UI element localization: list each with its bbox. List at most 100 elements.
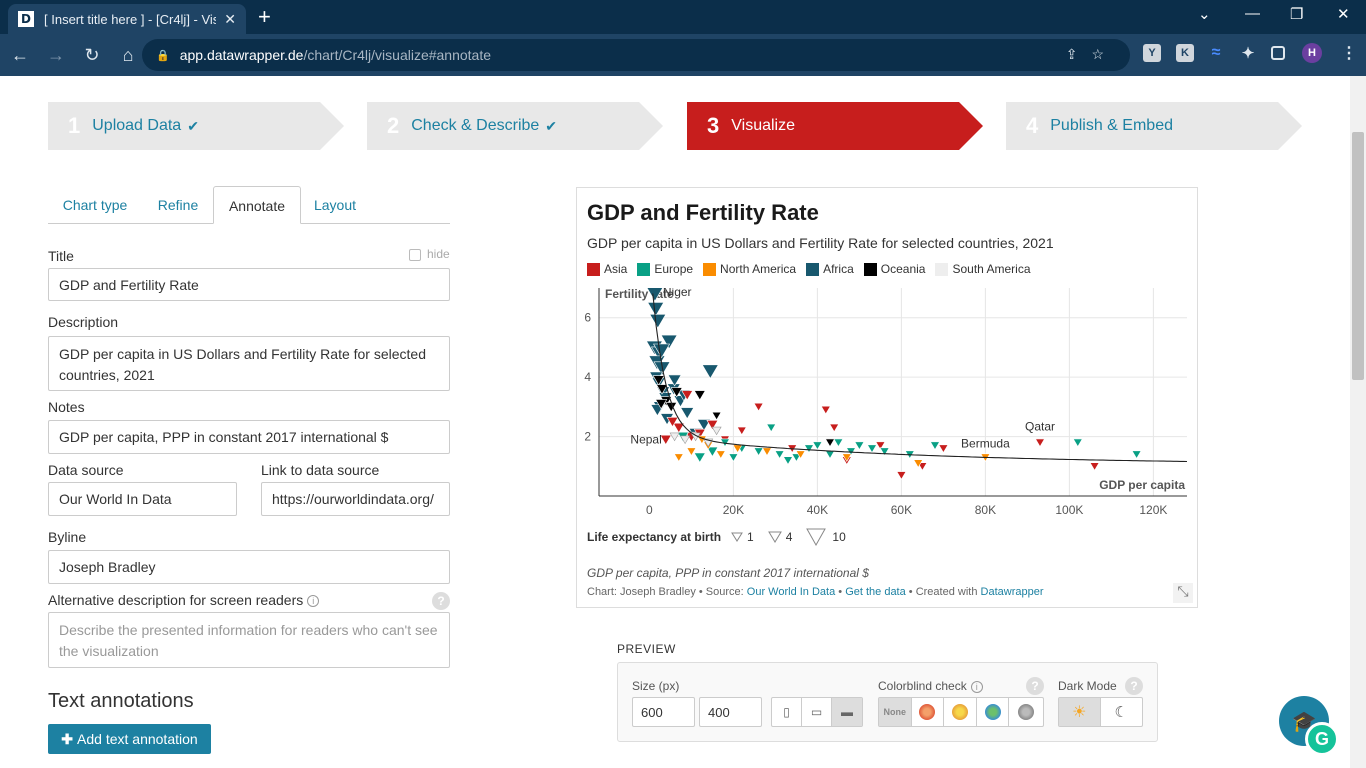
data-point xyxy=(896,471,907,480)
data-point xyxy=(938,444,949,454)
colorblind-none-button[interactable]: None xyxy=(879,698,912,726)
back-icon[interactable]: ← xyxy=(11,44,29,65)
vertical-scrollbar[interactable] xyxy=(1350,76,1366,768)
step-publish-embed[interactable]: 4 Publish & Embed xyxy=(1006,102,1302,150)
tab-layout[interactable]: Layout xyxy=(313,197,357,213)
info-icon[interactable]: i xyxy=(970,680,983,693)
close-tab-icon[interactable]: ✕ xyxy=(224,10,236,27)
tablet-icon[interactable]: ▭ xyxy=(802,698,832,726)
help-icon[interactable]: ? xyxy=(1026,677,1044,695)
profile-avatar[interactable]: H xyxy=(1302,43,1322,63)
extension-y-icon[interactable]: Y xyxy=(1143,44,1161,62)
title-input[interactable]: GDP and Fertility Rate xyxy=(48,268,450,301)
data-point xyxy=(913,459,924,468)
hide-label: hide xyxy=(427,247,450,261)
data-point xyxy=(728,453,739,463)
tab-search-icon[interactable]: ⌄ xyxy=(1198,6,1211,23)
scrollbar-thumb[interactable] xyxy=(1352,132,1364,380)
data-point xyxy=(766,423,777,433)
data-point xyxy=(652,375,665,386)
forward-icon[interactable]: → xyxy=(47,44,65,65)
home-icon[interactable]: ⌂ xyxy=(122,44,134,65)
data-point xyxy=(686,447,697,457)
step-upload-data[interactable]: 1 Upload Data ✔ xyxy=(48,102,344,150)
data-source-input[interactable]: Our World In Data xyxy=(48,482,237,516)
browser-tab[interactable]: D [ Insert title here ] - [Cr4lj] - Visu… xyxy=(8,4,246,34)
legend-item: Europe xyxy=(637,262,693,276)
step-number: 2 xyxy=(387,113,400,138)
height-input[interactable]: 400 xyxy=(699,697,762,727)
footer-prefix: Chart: Joseph Bradley • Source: xyxy=(587,586,747,598)
mobile-icon[interactable]: ▯ xyxy=(772,698,802,726)
menu-icon[interactable]: ⋮ xyxy=(1341,45,1357,62)
colorblind-grayscale-button[interactable] xyxy=(1009,698,1043,726)
desktop-icon[interactable]: ▬ xyxy=(832,698,862,726)
lock-icon: 🔒 xyxy=(156,49,170,62)
step-check-describe[interactable]: 2 Check & Describe ✔ xyxy=(367,102,663,150)
data-point xyxy=(649,313,667,329)
info-icon[interactable]: i xyxy=(307,595,320,608)
description-textarea[interactable]: GDP per capita in US Dollars and Fertili… xyxy=(48,336,450,391)
colorblind-tritanopia-button[interactable] xyxy=(977,698,1010,726)
new-tab-icon[interactable]: + xyxy=(258,4,271,29)
hide-title-checkbox[interactable] xyxy=(409,249,421,261)
extension-k-icon[interactable]: K xyxy=(1176,44,1194,62)
url-host: app.datawrapper.de xyxy=(179,47,304,63)
notes-input[interactable]: GDP per capita, PPP in constant 2017 int… xyxy=(48,420,450,454)
data-point xyxy=(673,453,684,463)
data-point xyxy=(669,432,680,442)
extensions-puzzle-icon[interactable]: ✦ xyxy=(1241,45,1255,62)
x-tick-label: 20K xyxy=(723,503,744,517)
source-link[interactable]: Our World In Data xyxy=(746,586,836,598)
tab-annotate[interactable]: Annotate xyxy=(213,186,301,224)
byline-input[interactable]: Joseph Bradley xyxy=(48,550,450,584)
colorblind-toggle: None xyxy=(878,697,1044,727)
trend-line xyxy=(652,293,1188,463)
step-visualize[interactable]: 3 Visualize xyxy=(687,102,983,150)
window-close-icon[interactable]: ✕ xyxy=(1337,6,1350,23)
data-point xyxy=(929,441,941,451)
width-input[interactable]: 600 xyxy=(632,697,695,727)
legend-label: Oceania xyxy=(880,262,926,276)
sidebar-tabs: Chart type Refine Annotate Layout xyxy=(48,186,450,224)
moon-icon[interactable]: ☾ xyxy=(1114,704,1128,721)
data-point xyxy=(706,419,719,431)
help-icon[interactable]: ? xyxy=(432,592,450,610)
data-point xyxy=(1131,450,1142,460)
extension-wave-icon[interactable]: ≈ xyxy=(1211,44,1221,61)
legend-swatch xyxy=(587,262,600,276)
legend-item: Oceania xyxy=(863,262,926,276)
colorblind-protanopia-button[interactable] xyxy=(912,698,945,726)
step-label: Upload Data xyxy=(92,117,182,134)
side-panel-icon[interactable] xyxy=(1271,46,1285,60)
url-path: /chart/Cr4lj/visualize#annotate xyxy=(303,47,492,63)
add-text-annotation-button[interactable]: ✚ Add text annotation xyxy=(48,724,211,754)
colorblind-deuteranopia-button[interactable] xyxy=(944,698,977,726)
get-data-link[interactable]: Get the data xyxy=(845,586,906,598)
share-star-icons[interactable]: ⇪☆ xyxy=(1065,46,1118,62)
preview-label: PREVIEW xyxy=(617,642,676,656)
datawrapper-link[interactable]: Datawrapper xyxy=(980,586,1044,598)
tab-chart-type[interactable]: Chart type xyxy=(62,197,128,213)
title-label: Title xyxy=(48,248,74,264)
sun-icon[interactable]: ☀ xyxy=(1059,698,1101,726)
minimize-icon[interactable]: — xyxy=(1245,5,1260,22)
data-point xyxy=(879,447,890,457)
alt-description-textarea[interactable]: Describe the presented information for r… xyxy=(48,612,450,668)
alt-description-label: Alternative description for screen reade… xyxy=(48,592,320,608)
data-point xyxy=(736,426,747,436)
grammarly-icon[interactable]: G xyxy=(1305,722,1339,756)
resize-handle-icon[interactable]: ⤡ xyxy=(1173,583,1193,603)
data-point xyxy=(681,390,694,401)
link-source-input[interactable]: https://ourworldindata.org/ xyxy=(261,482,450,516)
help-icon[interactable]: ? xyxy=(1125,677,1143,695)
address-bar[interactable]: 🔒 app.datawrapper.de/chart/Cr4lj/visuali… xyxy=(142,39,1130,71)
legend-label: South America xyxy=(952,262,1031,276)
tab-refine[interactable]: Refine xyxy=(157,197,199,213)
restore-icon[interactable]: ❐ xyxy=(1290,6,1304,23)
reload-icon[interactable]: ↻ xyxy=(84,44,100,65)
size-triangle-medium-icon xyxy=(767,531,782,543)
point-label: Nepal xyxy=(630,433,661,447)
data-point xyxy=(782,456,794,465)
legend-swatch xyxy=(806,262,820,276)
